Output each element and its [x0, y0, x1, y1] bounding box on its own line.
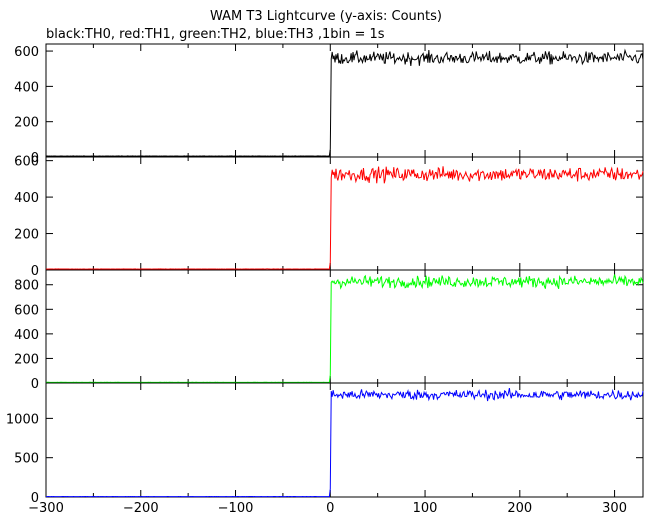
x-tick-label: 0	[326, 501, 334, 515]
y-tick-label: 0	[31, 377, 39, 392]
y-tick-label: 200	[14, 116, 39, 131]
y-tick-label: 600	[14, 155, 39, 170]
y-tick-label: 800	[14, 279, 39, 294]
x-tick-label: −300	[28, 501, 64, 515]
y-tick-label: 600	[14, 303, 39, 318]
y-tick-label: 0	[31, 151, 39, 166]
x-tick-label: 300	[602, 501, 627, 515]
series-line-th2	[45, 274, 644, 383]
y-tick-label: 600	[14, 45, 39, 60]
y-tick-label: 1000	[6, 412, 39, 427]
y-tick-label: 500	[14, 452, 39, 467]
series-line-th3	[45, 387, 644, 498]
x-tick-label: −100	[218, 501, 254, 515]
series-line-th0	[45, 48, 644, 157]
chart-subtitle: black:TH0, red:TH1, green:TH2, blue:TH3 …	[46, 27, 385, 42]
chart-title: WAM T3 Lightcurve (y-axis: Counts)	[210, 9, 442, 24]
y-tick-label: 400	[14, 80, 39, 95]
panel-frame-th3	[45, 382, 644, 498]
series-line-th1	[45, 166, 644, 270]
x-tick-label: 100	[413, 501, 438, 515]
y-tick-label: 0	[31, 264, 39, 279]
panel-frame-th1	[45, 156, 644, 271]
y-tick-label: 400	[14, 328, 39, 343]
x-tick-label: −200	[123, 501, 159, 515]
x-tick-label: 200	[507, 501, 532, 515]
y-tick-label: 400	[14, 191, 39, 206]
panel-frame-th2	[45, 269, 644, 384]
y-tick-label: 200	[14, 228, 39, 243]
y-tick-label: 0	[31, 491, 39, 506]
y-tick-label: 200	[14, 352, 39, 367]
